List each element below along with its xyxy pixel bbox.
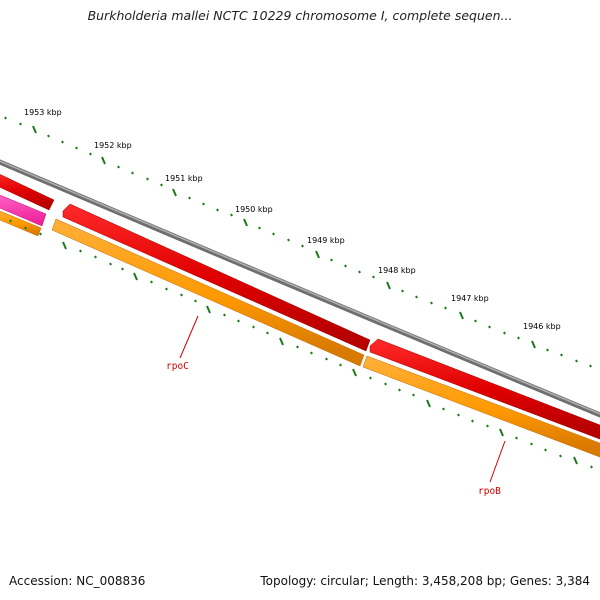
kbp-labels: 1953 kbp 1952 kbp 1951 kbp 1950 kbp 1949…: [24, 108, 561, 331]
kbp-label: 1951 kbp: [165, 174, 203, 183]
cds-forward-track: [0, 174, 600, 440]
kbp-label: 1947 kbp: [451, 294, 489, 303]
map-title: Burkholderia mallei NCTC 10229 chromosom…: [87, 8, 513, 23]
gene-feature: [0, 210, 42, 237]
major-tick: [573, 456, 578, 465]
kbp-label: 1946 kbp: [523, 322, 561, 331]
cds-feature: [0, 174, 55, 211]
major-tick: [62, 241, 67, 250]
cds-feature: [0, 194, 47, 227]
backbone-track: [0, 159, 600, 418]
kbp-label: 1953 kbp: [24, 108, 62, 117]
major-tick: [32, 125, 37, 134]
inner-tick-ring: [9, 219, 593, 469]
gene-feature-rpoB: [362, 355, 600, 458]
gene-label-rpoB: rpoB: [478, 440, 506, 497]
gene-label-rpoC: rpoC: [166, 315, 199, 372]
gene-feature-rpoC: [51, 218, 365, 367]
cds-other-track: [0, 194, 47, 227]
accession-text: Accession: NC_008836: [9, 574, 146, 588]
outer-tick-ring: [4, 116, 592, 368]
gene-label-text: rpoC: [166, 361, 189, 372]
cds-feature-rpoC: [62, 203, 371, 352]
gene-track: [0, 210, 600, 458]
kbp-label: 1949 kbp: [307, 236, 345, 245]
kbp-label: 1950 kbp: [235, 205, 273, 214]
kbp-label: 1952 kbp: [94, 141, 132, 150]
kbp-label: 1948 kbp: [378, 266, 416, 275]
gene-label-text: rpoB: [478, 486, 501, 497]
topology-summary: Topology: circular; Length: 3,458,208 bp…: [260, 574, 590, 588]
cds-feature-rpoB: [369, 338, 600, 440]
